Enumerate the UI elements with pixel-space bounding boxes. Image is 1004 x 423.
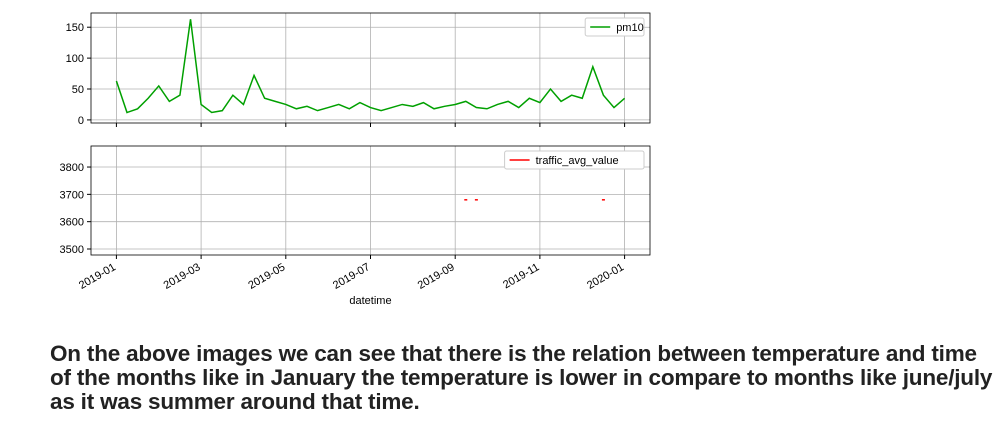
paragraph: On the above images we can see that ther… [50,341,993,414]
y-tick-label: 50 [72,84,84,96]
legend-label: pm10 [616,22,644,34]
x-tick-label: 2020-01 [585,261,626,292]
x-tick-label: 2019-05 [246,261,287,292]
x-axis-label: datetime [349,295,391,307]
legend-box [584,17,645,37]
x-tick-label: 2019-09 [416,261,457,292]
y-tick-label: 150 [66,22,84,34]
plot-frame [90,145,651,256]
legend-box [504,150,645,170]
y-tick-label: 100 [66,53,84,65]
plot-frame [90,12,651,124]
charts: 0 50 100 150 pm10 3500 3600 3700 3800 2019-01 2019… [60,12,651,307]
x-tick-label: 2019-01 [77,261,118,292]
legend-label: traffic_avg_value [536,155,619,167]
x-tick-label: 2019-07 [331,261,372,292]
y-tick-label: 3700 [60,189,84,201]
x-tick-label: 2019-11 [501,261,541,291]
y-tick-label: 3500 [60,244,84,256]
x-tick-label: 2019-03 [162,261,203,292]
data-line [115,19,626,114]
y-tick-label: 3800 [60,162,84,174]
y-tick-label: 0 [78,115,84,127]
y-tick-label: 3600 [60,217,84,229]
